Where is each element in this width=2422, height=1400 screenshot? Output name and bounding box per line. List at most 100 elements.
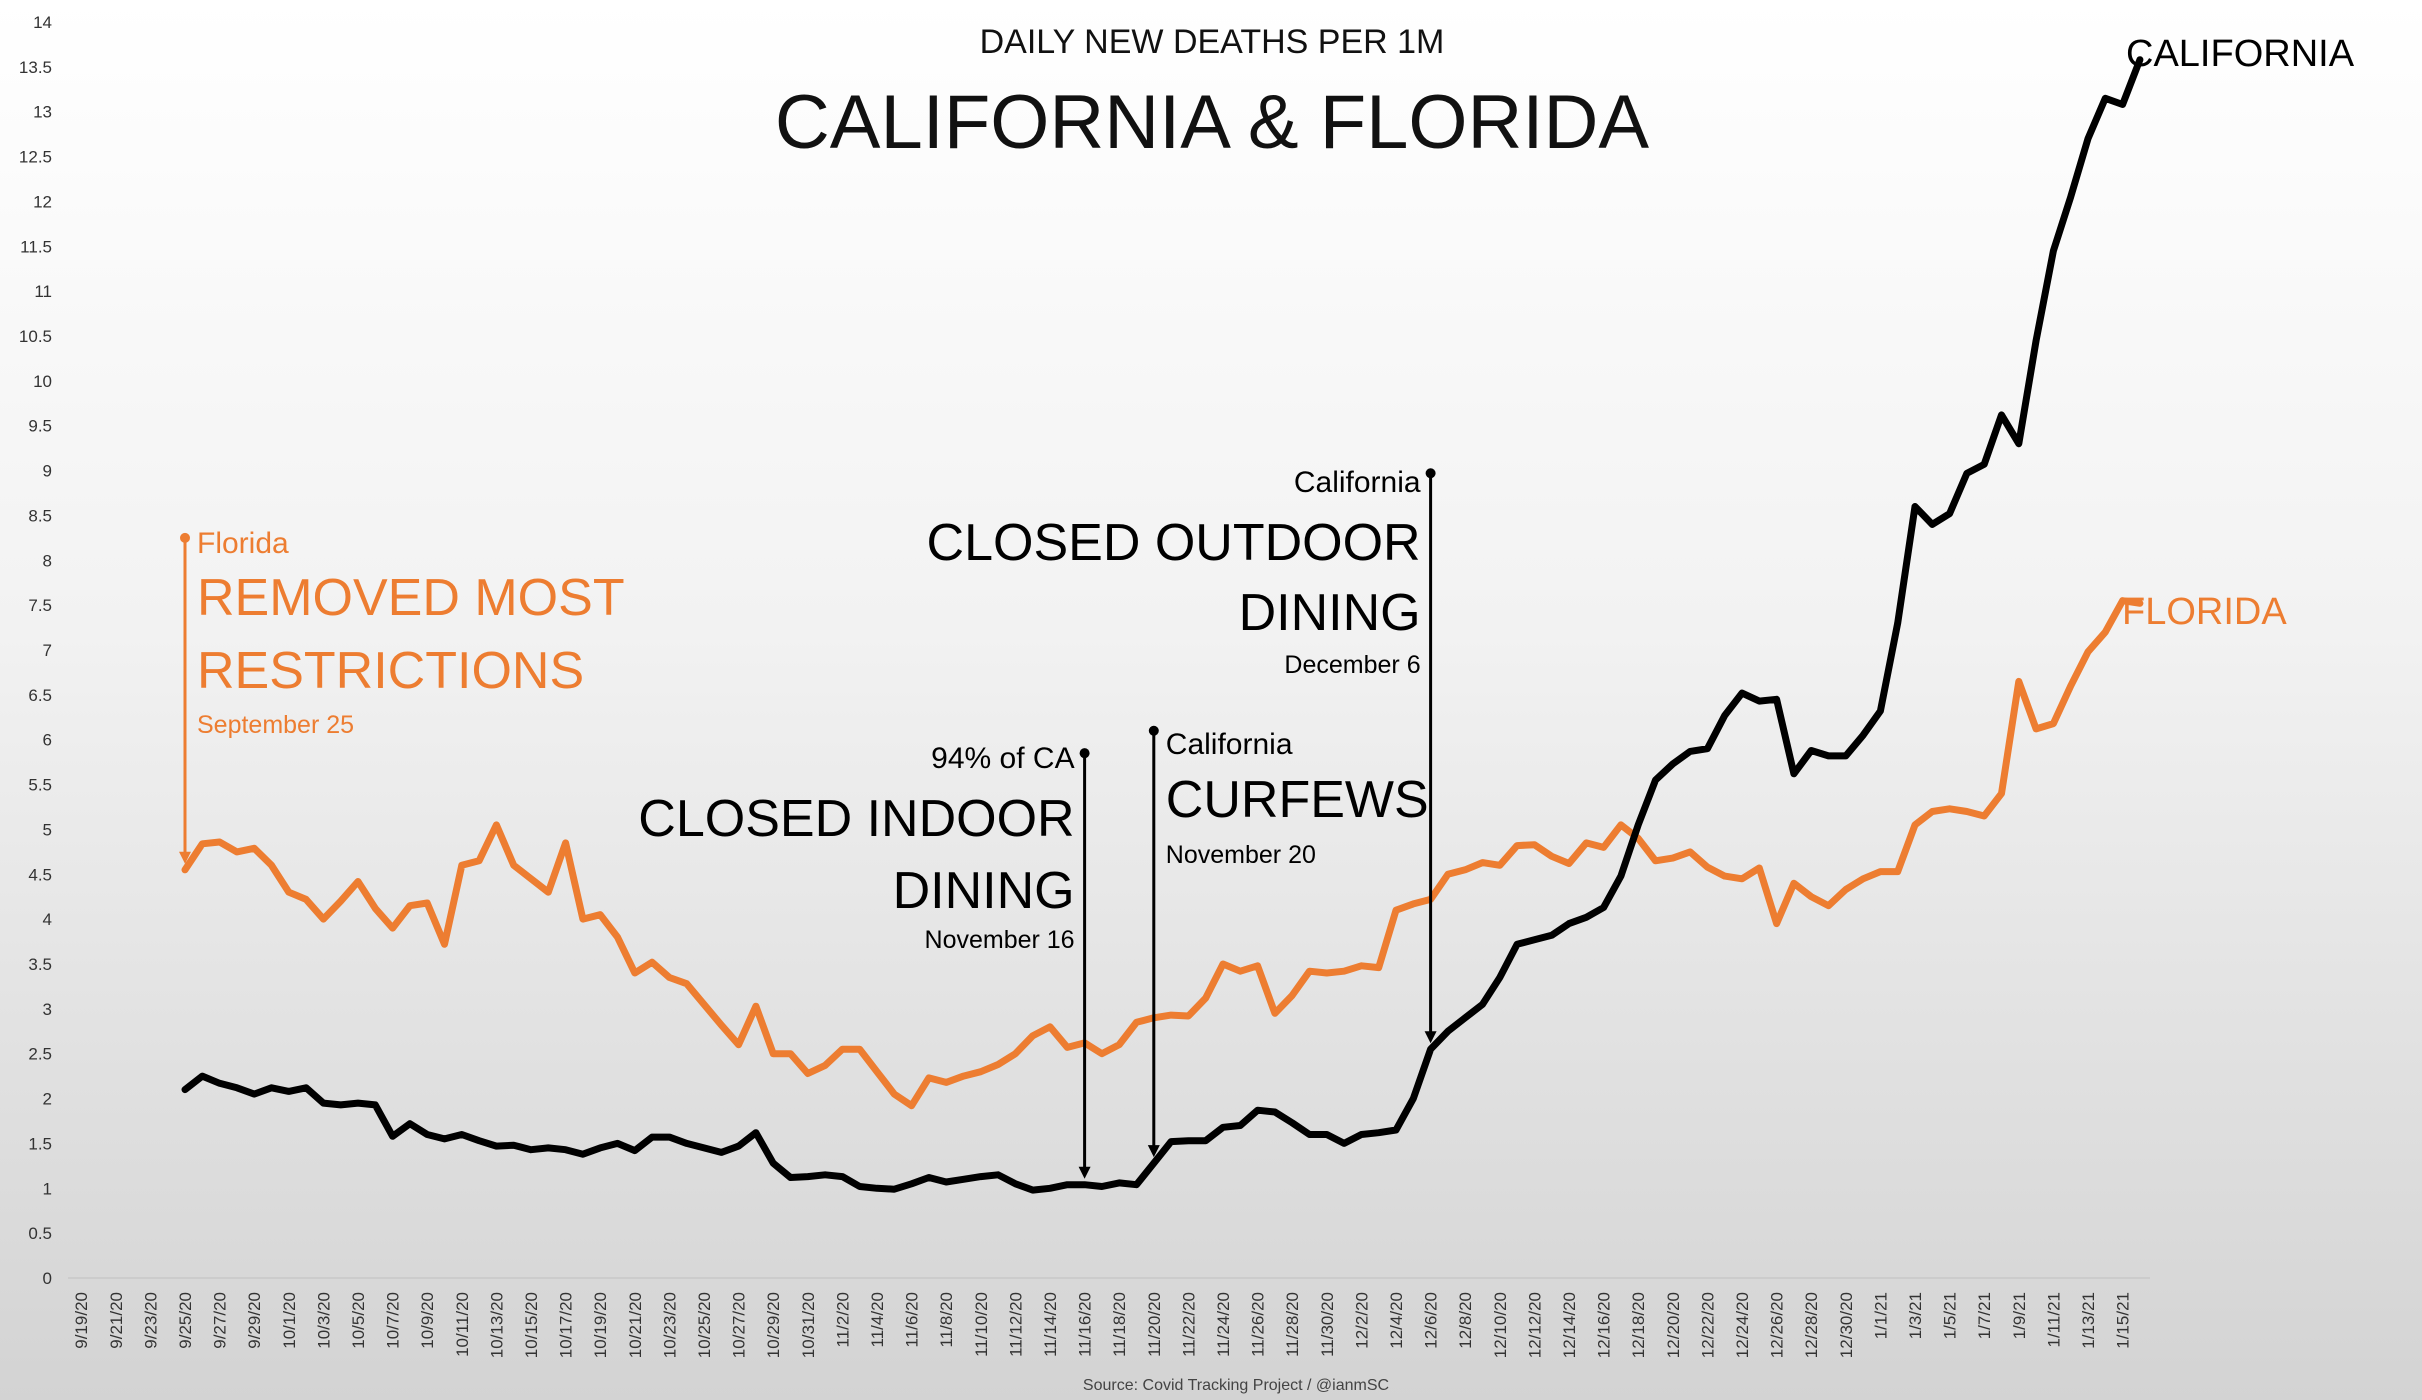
x-tick-label: 10/31/20 [799,1292,818,1358]
x-tick-label: 1/13/21 [2079,1292,2098,1349]
x-tick-label: 12/4/20 [1387,1292,1406,1349]
y-tick-label: 8.5 [28,506,52,525]
x-tick-label: 10/11/20 [453,1292,472,1357]
y-tick-label: 2 [43,1090,52,1109]
x-axis: 9/19/20 9/21/20 9/23/20 9/25/20 9/27/20 9/29/… [68,1277,2150,1358]
annotation-text: CLOSED INDOOR [638,790,1074,848]
x-tick-label: 12/14/20 [1560,1292,1579,1358]
y-tick-label: 6.5 [28,686,52,705]
x-tick-label: 11/14/20 [1041,1292,1060,1357]
y-tick-label: 10 [33,372,52,391]
chart-title: CALIFORNIA & FLORIDA [775,80,1649,165]
x-tick-label: 12/20/20 [1664,1292,1683,1358]
annotation-dot [1079,748,1090,759]
y-tick-label: 5 [43,820,52,839]
y-tick-label: 9 [43,462,52,481]
x-tick-label: 11/30/20 [1318,1292,1337,1357]
x-tick-label: 11/2/20 [833,1292,852,1347]
source-note: Source: Covid Tracking Project / @ianmSC [1083,1377,1389,1394]
annotation-dot [1425,468,1436,479]
annotation-arrowhead [1424,1031,1437,1044]
x-tick-label: 11/26/20 [1249,1292,1268,1357]
end-label-florida: FLORIDA [2122,591,2287,633]
annotation-arrowhead [1078,1166,1091,1179]
x-tick-label: 10/19/20 [591,1292,610,1358]
annotation-text: Florida [197,527,289,560]
x-tick-label: 1/1/21 [1871,1292,1890,1339]
annotation-text: REMOVED MOST [197,569,625,627]
x-tick-label: 10/25/20 [695,1292,714,1358]
annotation-text: November 20 [1166,841,1316,869]
x-tick-label: 10/1/20 [280,1292,299,1349]
y-tick-label: 5.5 [28,776,52,795]
x-tick-label: 12/16/20 [1595,1292,1614,1358]
y-tick-label: 8 [43,551,52,570]
y-tick-label: 0 [43,1269,52,1288]
y-tick-label: 4 [43,910,52,929]
x-tick-label: 12/26/20 [1768,1292,1787,1358]
x-tick-label: 11/4/20 [868,1292,887,1347]
x-tick-label: 11/10/20 [972,1292,991,1357]
annotation-text: DINING [893,862,1075,920]
x-tick-label: 11/18/20 [1110,1292,1129,1357]
x-tick-label: 9/19/20 [72,1292,91,1349]
x-tick-label: 10/29/20 [764,1292,783,1358]
x-tick-label: 12/6/20 [1422,1292,1441,1349]
y-tick-label: 12 [33,192,52,211]
x-tick-label: 10/23/20 [660,1292,679,1358]
x-tick-label: 11/6/20 [903,1292,922,1347]
x-tick-label: 9/27/20 [211,1292,230,1349]
y-tick-label: 7 [43,641,52,660]
y-tick-label: 10.5 [19,327,52,346]
x-tick-label: 12/2/20 [1352,1292,1371,1349]
y-tick-label: 6 [43,731,52,750]
x-tick-label: 11/20/20 [1145,1292,1164,1357]
x-tick-label: 1/7/21 [1975,1292,1994,1339]
annotation-text: 94% of CA [931,742,1074,775]
annotation-text: December 6 [1284,651,1420,679]
x-tick-label: 12/10/20 [1491,1292,1510,1358]
series-layer [181,56,2144,1194]
x-tick-label: 11/16/20 [1076,1292,1095,1357]
annotation-arrowhead [1147,1145,1160,1158]
y-tick-label: 13 [33,103,52,122]
x-tick-label: 11/22/20 [1179,1292,1198,1357]
y-tick-label: 11 [34,282,52,301]
y-tick-label: 2.5 [28,1045,52,1064]
x-tick-label: 12/8/20 [1456,1292,1475,1349]
x-tick-label: 9/29/20 [245,1292,264,1349]
x-tick-label: 10/3/20 [314,1292,333,1349]
y-tick-label: 3 [43,1000,52,1019]
annotation-text: November 16 [925,926,1075,954]
x-tick-label: 10/15/20 [522,1292,541,1358]
y-tick-label: 12.5 [19,148,52,167]
series-line-california [181,56,2144,1194]
x-tick-label: 1/11/21 [2044,1292,2063,1347]
x-tick-label: 1/3/21 [1906,1292,1925,1339]
annotation-text: CLOSED OUTDOOR [927,514,1421,572]
annotation-text: California [1166,728,1293,761]
chart-subtitle: DAILY NEW DEATHS PER 1M [980,23,1445,61]
y-tick-label: 11.5 [20,237,52,256]
y-tick-label: 1 [43,1179,52,1198]
annotation-dot [1148,725,1159,736]
annotation-dot [180,532,190,543]
annotation-layer: Florida REMOVED MOST RESTRICTIONS September… [179,466,1437,1179]
x-tick-label: 11/12/20 [1006,1292,1025,1357]
x-tick-label: 10/17/20 [557,1292,576,1358]
y-tick-label: 9.5 [28,417,52,436]
annotation-text: September 25 [197,711,354,739]
x-tick-label: 12/24/20 [1733,1292,1752,1358]
y-tick-label: 13.5 [19,58,52,77]
end-label-california: CALIFORNIA [2126,33,2355,75]
x-tick-label: 10/9/20 [418,1292,437,1349]
x-tick-label: 10/27/20 [730,1292,749,1358]
y-tick-label: 4.5 [28,865,52,884]
x-tick-label: 10/7/20 [384,1292,403,1349]
x-tick-label: 12/28/20 [1802,1292,1821,1358]
annotation-text: RESTRICTIONS [197,642,584,700]
x-tick-label: 12/22/20 [1698,1292,1717,1358]
x-tick-label: 12/18/20 [1629,1292,1648,1358]
x-tick-label: 11/8/20 [937,1292,956,1347]
